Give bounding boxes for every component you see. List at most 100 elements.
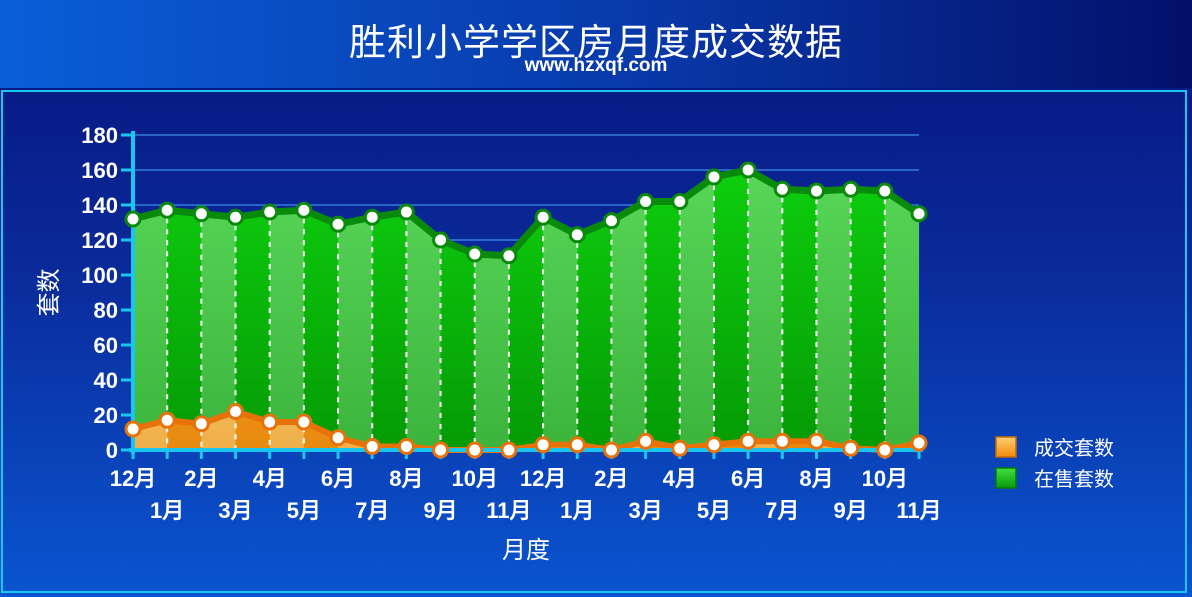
stock-area-band: [201, 170, 237, 450]
deal-point: [363, 438, 381, 455]
stock-point: [876, 182, 894, 200]
stock-area-band: [269, 170, 305, 450]
x-tick-label: 1月: [560, 498, 594, 523]
stock-point: [397, 203, 415, 221]
stock-point: [910, 205, 928, 223]
stock-point: [602, 212, 620, 230]
y-tick-label: 160: [81, 158, 118, 183]
deal-point: [807, 432, 825, 450]
x-tick-label: 5月: [697, 498, 731, 523]
deal-point: [910, 434, 928, 452]
stock-point: [637, 193, 655, 210]
y-tick-label: 0: [106, 438, 118, 463]
x-tick-label: 3月: [628, 498, 662, 523]
deal-point: [500, 441, 518, 459]
stock-point: [671, 193, 689, 210]
legend-label: 成交套数: [1034, 436, 1114, 460]
legend-label: 在售套数: [1034, 467, 1114, 491]
stock-point: [534, 208, 552, 226]
deal-point: [124, 420, 142, 438]
stock-point: [568, 226, 586, 244]
stock-area-band: [713, 170, 749, 450]
stock-area-band: [816, 170, 852, 450]
x-tick-label: 2月: [184, 466, 218, 491]
x-tick-label: 4月: [253, 466, 287, 491]
x-tick-label: 12月: [110, 466, 156, 491]
x-tick-label: 6月: [321, 466, 355, 491]
plot-panel: [1, 90, 1187, 593]
stock-area-band: [440, 170, 476, 450]
stock-point: [466, 245, 484, 263]
legend-swatch: [995, 436, 1017, 458]
stock-area-band: [782, 170, 817, 450]
x-tick-label: 11月: [896, 498, 941, 523]
x-tick-label: 6月: [731, 466, 765, 491]
stock-area-band: [338, 170, 373, 450]
y-axis-title: 套数: [35, 269, 63, 317]
x-tick-label: 12月: [520, 466, 566, 491]
x-tick-label: 8月: [389, 466, 423, 491]
stock-area-band: [133, 170, 168, 450]
x-tick-label: 1月: [150, 498, 184, 523]
x-axis-title: 月度: [502, 536, 550, 564]
deal-point: [705, 436, 723, 454]
deal-point: [568, 436, 586, 454]
stock-area-band: [884, 170, 919, 450]
deal-point: [637, 432, 655, 450]
stock-area-band: [611, 170, 647, 450]
y-tick-label: 100: [81, 263, 118, 288]
x-tick-label: 9月: [834, 498, 868, 523]
stock-area-band: [303, 170, 339, 450]
stock-area-band: [508, 170, 544, 450]
legend-swatch: [995, 467, 1017, 489]
stock-point: [739, 161, 757, 179]
x-tick-label: 10月: [451, 466, 497, 491]
stock-point: [158, 201, 176, 219]
stock-point: [261, 203, 279, 221]
stock-point: [192, 205, 210, 223]
x-tick-label: 8月: [799, 466, 833, 491]
deal-point: [466, 441, 484, 459]
stock-area-band: [543, 170, 578, 450]
stock-point: [705, 168, 723, 186]
deal-point: [192, 415, 210, 433]
x-tick-label: 3月: [218, 498, 252, 523]
deal-point: [671, 439, 689, 457]
deal-point: [295, 413, 313, 431]
y-tick-label: 140: [81, 193, 118, 218]
deal-point: [876, 441, 894, 459]
deal-point: [329, 429, 347, 447]
deal-point: [739, 432, 757, 450]
stock-area-band: [372, 170, 407, 450]
y-tick-label: 80: [94, 298, 118, 323]
y-tick-label: 40: [94, 368, 118, 393]
stock-area-band: [645, 170, 681, 450]
x-tick-label: 11月: [486, 498, 531, 523]
x-tick-label: 7月: [355, 498, 389, 523]
stock-point: [227, 208, 245, 226]
deal-point: [432, 441, 450, 459]
stock-point: [295, 201, 313, 219]
deal-point: [842, 439, 860, 457]
x-tick-label: 5月: [287, 498, 321, 523]
chart-title: 胜利小学学区房月度成交数据: [349, 21, 843, 64]
y-tick-label: 180: [81, 123, 118, 148]
chart-header: 胜利小学学区房月度成交数据 www.hzxqf.com: [0, 0, 1192, 88]
stock-area-band: [235, 170, 271, 450]
stock-area-band: [406, 170, 442, 450]
x-tick-label: 9月: [423, 498, 457, 523]
chart-subtitle: www.hzxqf.com: [524, 55, 668, 76]
x-tick-label: 2月: [594, 466, 628, 491]
stock-point: [124, 210, 142, 228]
deal-point: [227, 403, 245, 420]
deal-point: [397, 438, 415, 455]
stock-area-band: [167, 170, 202, 450]
x-tick-label: 10月: [862, 466, 908, 491]
deal-point: [534, 436, 552, 454]
x-tick-label: 7月: [765, 498, 799, 523]
stock-area-band: [577, 170, 612, 450]
stock-area-band: [850, 170, 886, 450]
stock-point: [807, 182, 825, 200]
stock-point: [842, 180, 860, 198]
